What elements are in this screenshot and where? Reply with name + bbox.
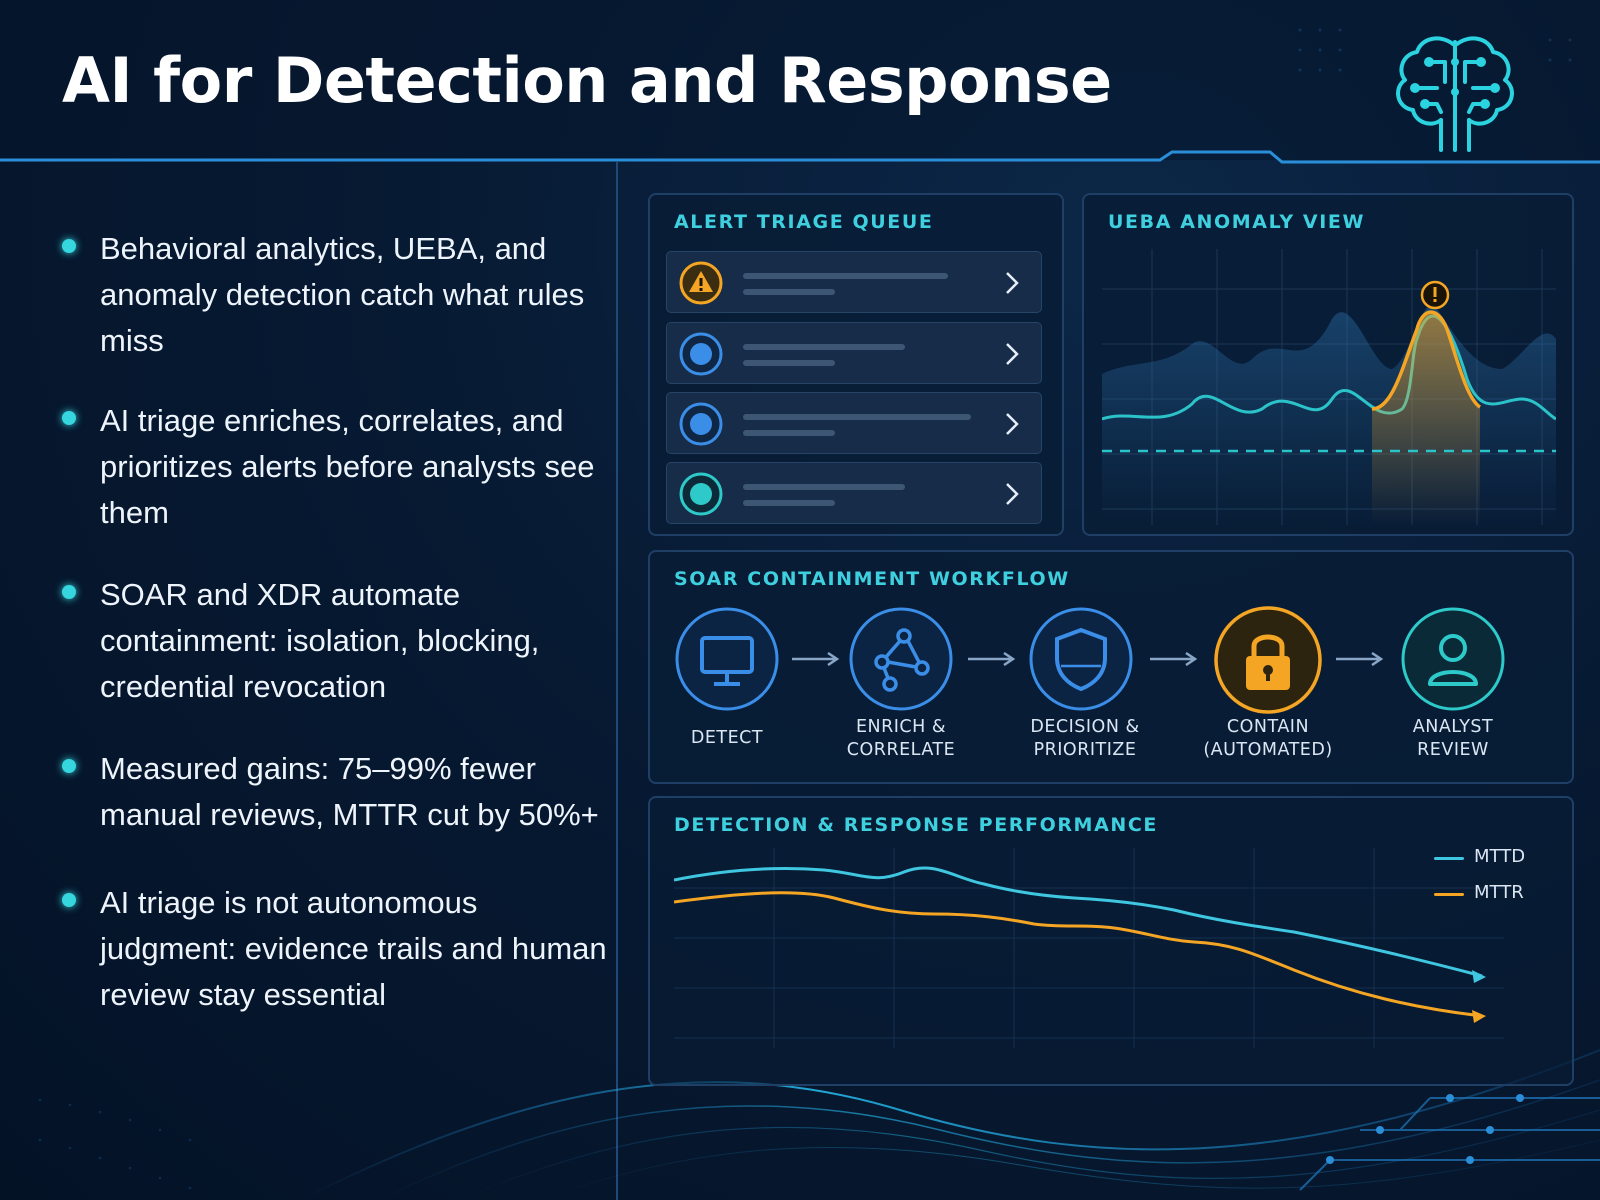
- legend-swatch: [1434, 857, 1464, 860]
- step-label-line: DETECT: [690, 728, 764, 748]
- arrow-right-icon: [968, 652, 1016, 666]
- legend-label: MTTD: [1474, 846, 1526, 867]
- step-label-line: ENRICH &: [855, 717, 947, 737]
- status-dot-icon: [679, 332, 723, 376]
- mttr-line: [674, 891, 1483, 1018]
- bullet-text: Measured gains: 75–99% fewer manual revi…: [100, 751, 599, 832]
- alert-subtitle-placeholder: [743, 430, 835, 436]
- anomaly-chart: [1102, 249, 1556, 525]
- arrow-right-icon: [1336, 652, 1384, 666]
- monitor-icon: [675, 607, 779, 711]
- panel-title: UEBA ANOMALY VIEW: [1108, 211, 1366, 233]
- brain-circuit-icon: [1396, 36, 1514, 152]
- step-label: CONTAIN (AUTOMATED): [1183, 716, 1353, 762]
- page-title: AI for Detection and Response: [62, 44, 1112, 117]
- bullet-dot-icon: [62, 411, 76, 425]
- bullet-text: AI triage is not autonomous judgment: ev…: [100, 885, 607, 1012]
- alert-title-placeholder: [743, 484, 905, 490]
- legend-item-mttd: MTTD: [1434, 846, 1554, 872]
- alert-subtitle-placeholder: [743, 500, 835, 506]
- network-icon: [849, 607, 953, 711]
- bullet-dot-icon: [62, 585, 76, 599]
- step-label-line: DECISION &: [1030, 717, 1140, 737]
- alert-title-placeholder: [743, 414, 971, 420]
- warning-icon: [679, 261, 723, 305]
- chevron-right-icon: [1006, 483, 1019, 505]
- bullet-dot-icon: [62, 893, 76, 907]
- panel-title: DETECTION & RESPONSE PERFORMANCE: [674, 814, 1158, 836]
- alert-row[interactable]: [666, 462, 1042, 524]
- alert-title-placeholder: [743, 273, 948, 279]
- alert-triage-panel: ALERT TRIAGE QUEUE: [648, 193, 1064, 536]
- performance-chart: [674, 848, 1504, 1048]
- user-icon: [1401, 607, 1505, 711]
- alert-subtitle-placeholder: [743, 289, 835, 295]
- bullet-dot-icon: [62, 759, 76, 773]
- alert-row[interactable]: [666, 392, 1042, 454]
- alert-row[interactable]: [666, 322, 1042, 384]
- step-label: ENRICH & CORRELATE: [816, 716, 986, 762]
- step-label-line: CORRELATE: [846, 740, 956, 760]
- shield-icon: [1029, 607, 1133, 711]
- alert-row[interactable]: [666, 251, 1042, 313]
- alert-title-placeholder: [743, 344, 905, 350]
- soar-workflow-panel: SOAR CONTAINMENT WORKFLOW DETECT ENRICH …: [648, 550, 1574, 784]
- alert-subtitle-placeholder: [743, 360, 835, 366]
- step-label-line: CONTAIN: [1226, 717, 1310, 737]
- chevron-right-icon: [1006, 343, 1019, 365]
- step-label-line: (AUTOMATED): [1203, 740, 1333, 760]
- step-label-line: ANALYST: [1412, 717, 1494, 737]
- step-label-line: REVIEW: [1417, 740, 1489, 760]
- status-dot-icon: [679, 472, 723, 516]
- chevron-right-icon: [1006, 413, 1019, 435]
- arrow-right-icon: [792, 652, 840, 666]
- step-label: ANALYST REVIEW: [1368, 716, 1538, 762]
- alert-icon: [1420, 280, 1450, 310]
- ueba-anomaly-panel: UEBA ANOMALY VIEW: [1082, 193, 1574, 536]
- step-label: DETECT: [642, 727, 812, 750]
- bullet-text: SOAR and XDR automate containment: isola…: [100, 577, 540, 704]
- arrow-right-icon: [1150, 652, 1198, 666]
- lock-icon: [1214, 606, 1322, 714]
- legend-item-mttr: MTTR: [1434, 882, 1554, 908]
- performance-panel: DETECTION & RESPONSE PERFORMANCE MTTD MT…: [648, 796, 1574, 1086]
- bullet-text: Behavioral analytics, UEBA, and anomaly …: [100, 231, 585, 358]
- step-label-line: PRIORITIZE: [1033, 740, 1137, 760]
- legend-label: MTTR: [1474, 882, 1524, 903]
- mttd-line: [674, 866, 1483, 978]
- bullet-text: AI triage enriches, correlates, and prio…: [100, 403, 595, 530]
- status-dot-icon: [679, 402, 723, 446]
- panel-title: SOAR CONTAINMENT WORKFLOW: [674, 568, 1070, 590]
- panel-title: ALERT TRIAGE QUEUE: [674, 211, 934, 233]
- legend-swatch: [1434, 893, 1464, 896]
- step-label: DECISION & PRIORITIZE: [1000, 716, 1170, 762]
- bullet-dot-icon: [62, 239, 76, 253]
- chevron-right-icon: [1006, 272, 1019, 294]
